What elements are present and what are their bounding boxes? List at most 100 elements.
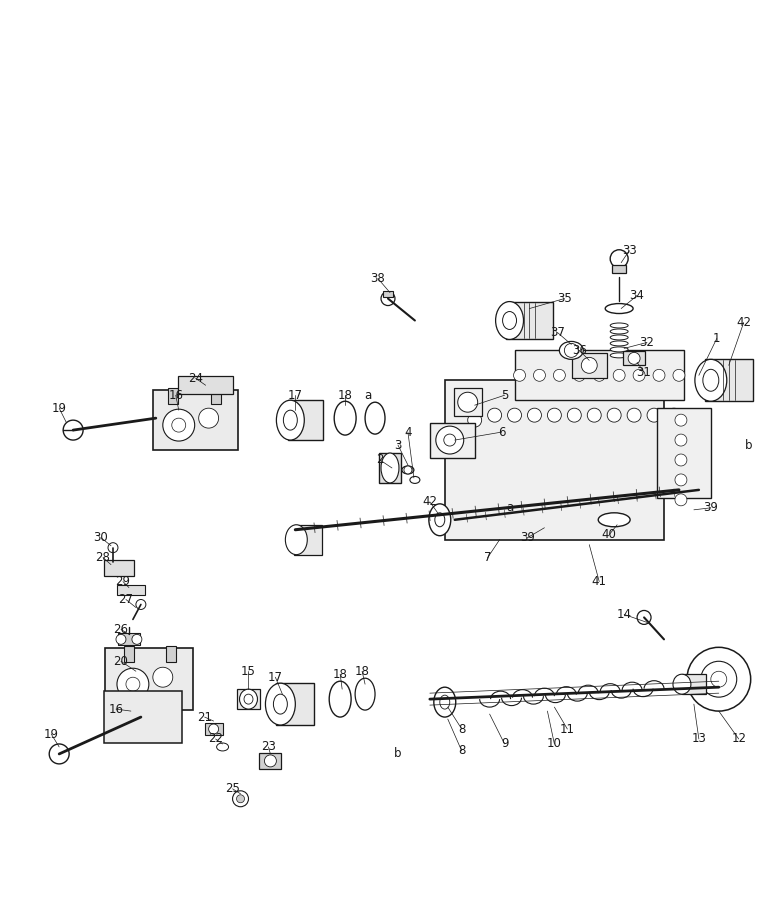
Circle shape: [381, 292, 395, 305]
Text: 35: 35: [557, 293, 572, 305]
Circle shape: [564, 343, 578, 358]
Text: 31: 31: [637, 366, 652, 379]
Bar: [506, 302, 554, 339]
Bar: [612, 265, 626, 272]
Text: 40: 40: [601, 528, 617, 541]
Ellipse shape: [283, 410, 297, 430]
Bar: [105, 648, 193, 710]
Circle shape: [49, 744, 69, 764]
Ellipse shape: [355, 679, 375, 710]
Text: 39: 39: [520, 531, 535, 544]
Ellipse shape: [560, 341, 584, 359]
Bar: [572, 353, 607, 378]
Bar: [117, 584, 145, 594]
Text: 20: 20: [113, 655, 128, 668]
Text: 16: 16: [168, 389, 183, 402]
Text: 18: 18: [354, 665, 370, 678]
Circle shape: [675, 454, 687, 466]
Bar: [514, 350, 684, 400]
Text: 39: 39: [703, 502, 718, 514]
Text: 34: 34: [630, 289, 645, 302]
Circle shape: [126, 678, 140, 691]
Bar: [705, 359, 753, 402]
Ellipse shape: [610, 329, 628, 334]
Text: 14: 14: [617, 608, 631, 621]
Bar: [118, 634, 140, 646]
Bar: [104, 559, 134, 576]
Ellipse shape: [673, 674, 691, 694]
Ellipse shape: [266, 683, 296, 725]
Ellipse shape: [598, 513, 630, 526]
Text: 9: 9: [501, 737, 508, 750]
Bar: [430, 423, 476, 458]
Circle shape: [136, 600, 146, 610]
Bar: [104, 691, 181, 743]
Ellipse shape: [402, 466, 414, 474]
Ellipse shape: [610, 341, 628, 346]
Ellipse shape: [276, 400, 304, 440]
Text: 42: 42: [422, 495, 438, 508]
Text: 30: 30: [93, 531, 108, 544]
Bar: [236, 690, 260, 709]
Text: 17: 17: [268, 670, 283, 684]
Bar: [445, 381, 664, 540]
Circle shape: [444, 434, 455, 446]
Bar: [205, 723, 222, 735]
Circle shape: [613, 370, 625, 381]
Ellipse shape: [365, 403, 385, 434]
Text: 27: 27: [118, 593, 134, 606]
Text: 2: 2: [376, 454, 384, 467]
Text: b: b: [745, 438, 753, 451]
Circle shape: [633, 370, 645, 381]
Bar: [259, 753, 281, 768]
Text: 19: 19: [52, 402, 66, 414]
Bar: [682, 674, 706, 694]
Circle shape: [567, 408, 581, 422]
Circle shape: [265, 755, 276, 767]
Text: 26: 26: [113, 623, 128, 635]
Text: 37: 37: [550, 326, 565, 339]
Text: 8: 8: [458, 745, 466, 757]
Circle shape: [507, 408, 522, 422]
Ellipse shape: [610, 353, 628, 358]
Ellipse shape: [329, 681, 351, 717]
Circle shape: [587, 408, 601, 422]
Circle shape: [610, 249, 628, 268]
Bar: [454, 388, 482, 416]
Circle shape: [593, 370, 605, 381]
Ellipse shape: [381, 453, 399, 483]
Text: 18: 18: [337, 389, 353, 402]
Bar: [383, 291, 393, 296]
Text: 23: 23: [261, 740, 276, 754]
Circle shape: [647, 408, 661, 422]
Circle shape: [232, 790, 249, 807]
Bar: [379, 453, 401, 483]
Text: b: b: [394, 747, 401, 760]
Text: 7: 7: [484, 551, 492, 564]
Ellipse shape: [434, 687, 455, 717]
Circle shape: [527, 408, 541, 422]
Circle shape: [117, 668, 149, 700]
Ellipse shape: [273, 694, 287, 714]
Text: 8: 8: [458, 723, 466, 735]
Text: 4: 4: [405, 425, 411, 438]
Circle shape: [628, 352, 640, 364]
Ellipse shape: [703, 370, 719, 392]
Text: 3: 3: [394, 438, 401, 451]
Circle shape: [198, 408, 218, 428]
Circle shape: [675, 414, 687, 426]
Circle shape: [513, 370, 526, 381]
Text: 5: 5: [501, 389, 508, 402]
Ellipse shape: [428, 503, 451, 536]
Circle shape: [675, 474, 687, 486]
Circle shape: [701, 661, 736, 697]
Ellipse shape: [435, 513, 445, 526]
Circle shape: [667, 408, 681, 422]
Ellipse shape: [610, 347, 628, 352]
Circle shape: [675, 434, 687, 446]
Circle shape: [608, 408, 621, 422]
Text: 41: 41: [591, 575, 607, 588]
Circle shape: [458, 392, 478, 412]
Ellipse shape: [239, 690, 258, 709]
Text: 24: 24: [188, 371, 203, 385]
